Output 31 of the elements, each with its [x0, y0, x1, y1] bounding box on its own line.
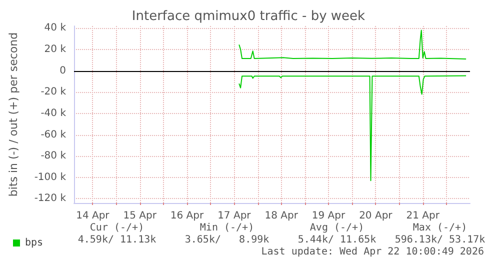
- x-tick-label: 20 Apr: [359, 210, 394, 222]
- line-series: [238, 75, 467, 182]
- y-tick-label: -20 k: [40, 86, 66, 98]
- text: 3.65k/ 8.99k: [184, 234, 270, 246]
- y-tick-label: 0: [60, 65, 66, 76]
- text: Max (-/+): [412, 222, 468, 234]
- x-tick-label: 21 Apr: [406, 210, 440, 222]
- y-tick-label: -100 k: [34, 172, 66, 183]
- x-tick-label: 19 Apr: [312, 210, 346, 222]
- legend-label: bps: [25, 238, 44, 248]
- x-tick-label: 17 Apr: [218, 210, 252, 222]
- x-tick-label: 16 Apr: [170, 210, 204, 222]
- x-tick-label: 18 Apr: [264, 210, 299, 222]
- text: Min (-/+): [200, 222, 254, 234]
- line-series: [238, 30, 467, 60]
- text: Cur (-/+): [90, 222, 144, 234]
- y-tick-label: -60 k: [40, 129, 66, 140]
- y-tick-label: -40 k: [40, 108, 66, 119]
- text: 596.13k/ 53.17k: [394, 234, 486, 246]
- text: Avg (-/+): [310, 222, 364, 234]
- chart-title: Interface qmimux0 traffic - by week: [132, 9, 366, 24]
- x-tick-label: 15 Apr: [123, 210, 158, 222]
- y-tick-label: -120 k: [34, 193, 66, 204]
- text: 4.59k/ 11.13k: [78, 234, 156, 246]
- y-tick-label: 40 k: [44, 22, 66, 34]
- x-tick-label: 14 Apr: [76, 210, 110, 222]
- text: Last update: Wed Apr 22 10:00:49 2026: [261, 246, 484, 258]
- text: 5.44k/ 11.65k: [298, 234, 376, 246]
- y-tick-label: 20 k: [44, 44, 66, 55]
- y-tick-label: -80 k: [40, 150, 66, 162]
- y-axis-title: bits in (-) / out (+) per second: [7, 32, 20, 197]
